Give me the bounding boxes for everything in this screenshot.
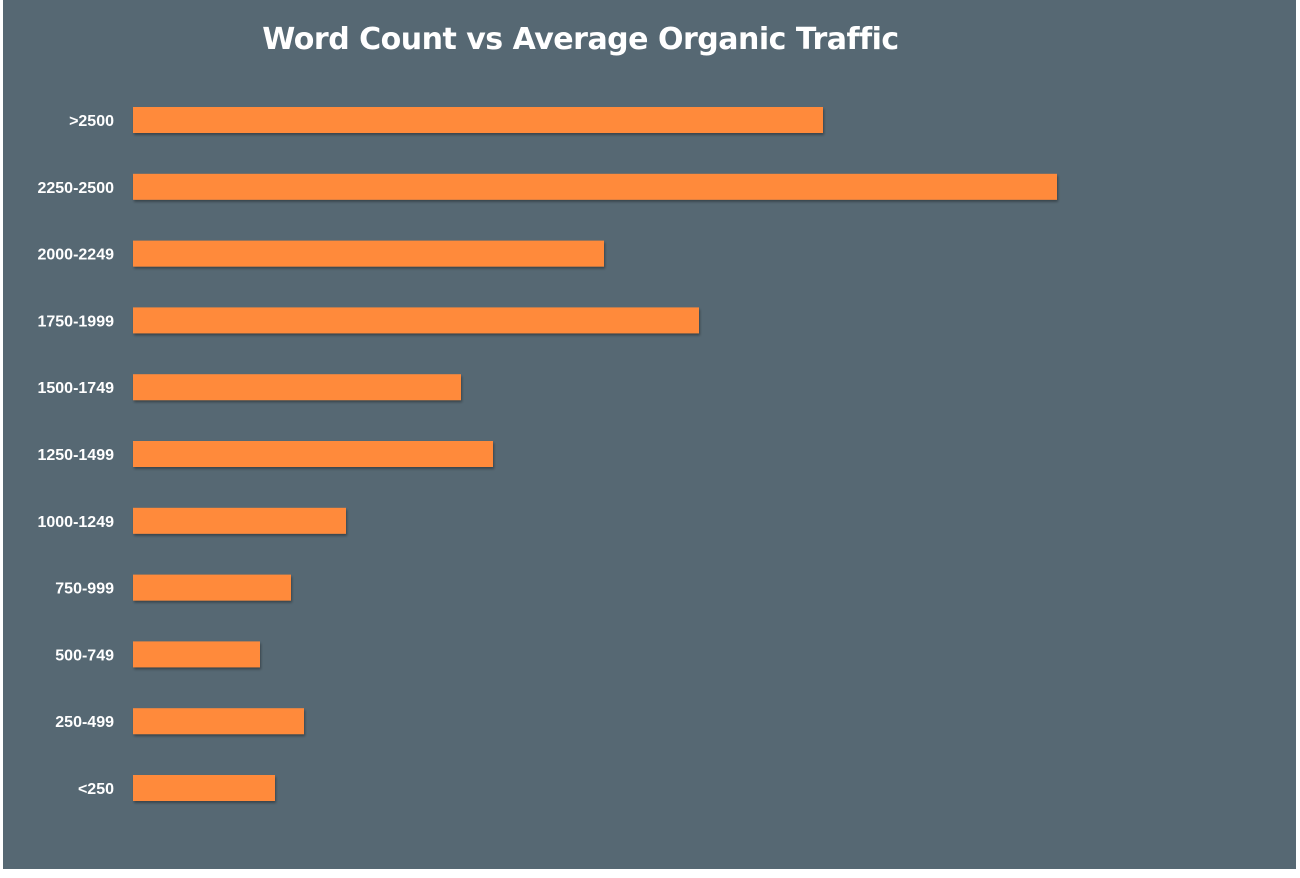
category-label-9: 250-499 (55, 714, 114, 731)
bar-3 (133, 307, 699, 334)
bar-chart: >2500 2250-2500 2000-2249 1750-1999 1500-174… (37, 107, 1057, 801)
category-label-8: 500-749 (55, 647, 114, 664)
category-label-2: 2000-2249 (37, 247, 114, 264)
bar-5 (133, 441, 493, 467)
bar-7 (133, 574, 291, 601)
chart-title: Word Count vs Average Organic Traffic (262, 22, 899, 57)
bar-2 (133, 240, 604, 267)
category-label-0: >2500 (69, 113, 114, 130)
bar-8 (133, 641, 260, 668)
category-labels: >2500 2250-2500 2000-2249 1750-1999 1500-174… (37, 113, 114, 798)
bar-1 (133, 173, 1057, 200)
category-label-4: 1500-1749 (37, 380, 114, 397)
chart-area: Word Count vs Average Organic Traffic >2… (3, 0, 1296, 869)
category-label-6: 1000-1249 (37, 514, 114, 531)
category-label-5: 1250-1499 (37, 447, 114, 464)
bars-group (133, 107, 1057, 801)
bar-9 (133, 708, 304, 735)
bar-4 (133, 374, 461, 401)
category-label-3: 1750-1999 (37, 313, 114, 330)
category-label-10: <250 (78, 781, 114, 798)
bar-6 (133, 507, 346, 534)
bar-10 (133, 775, 275, 801)
category-label-1: 2250-2500 (37, 180, 114, 197)
category-label-7: 750-999 (55, 581, 114, 598)
bar-0 (133, 107, 823, 133)
